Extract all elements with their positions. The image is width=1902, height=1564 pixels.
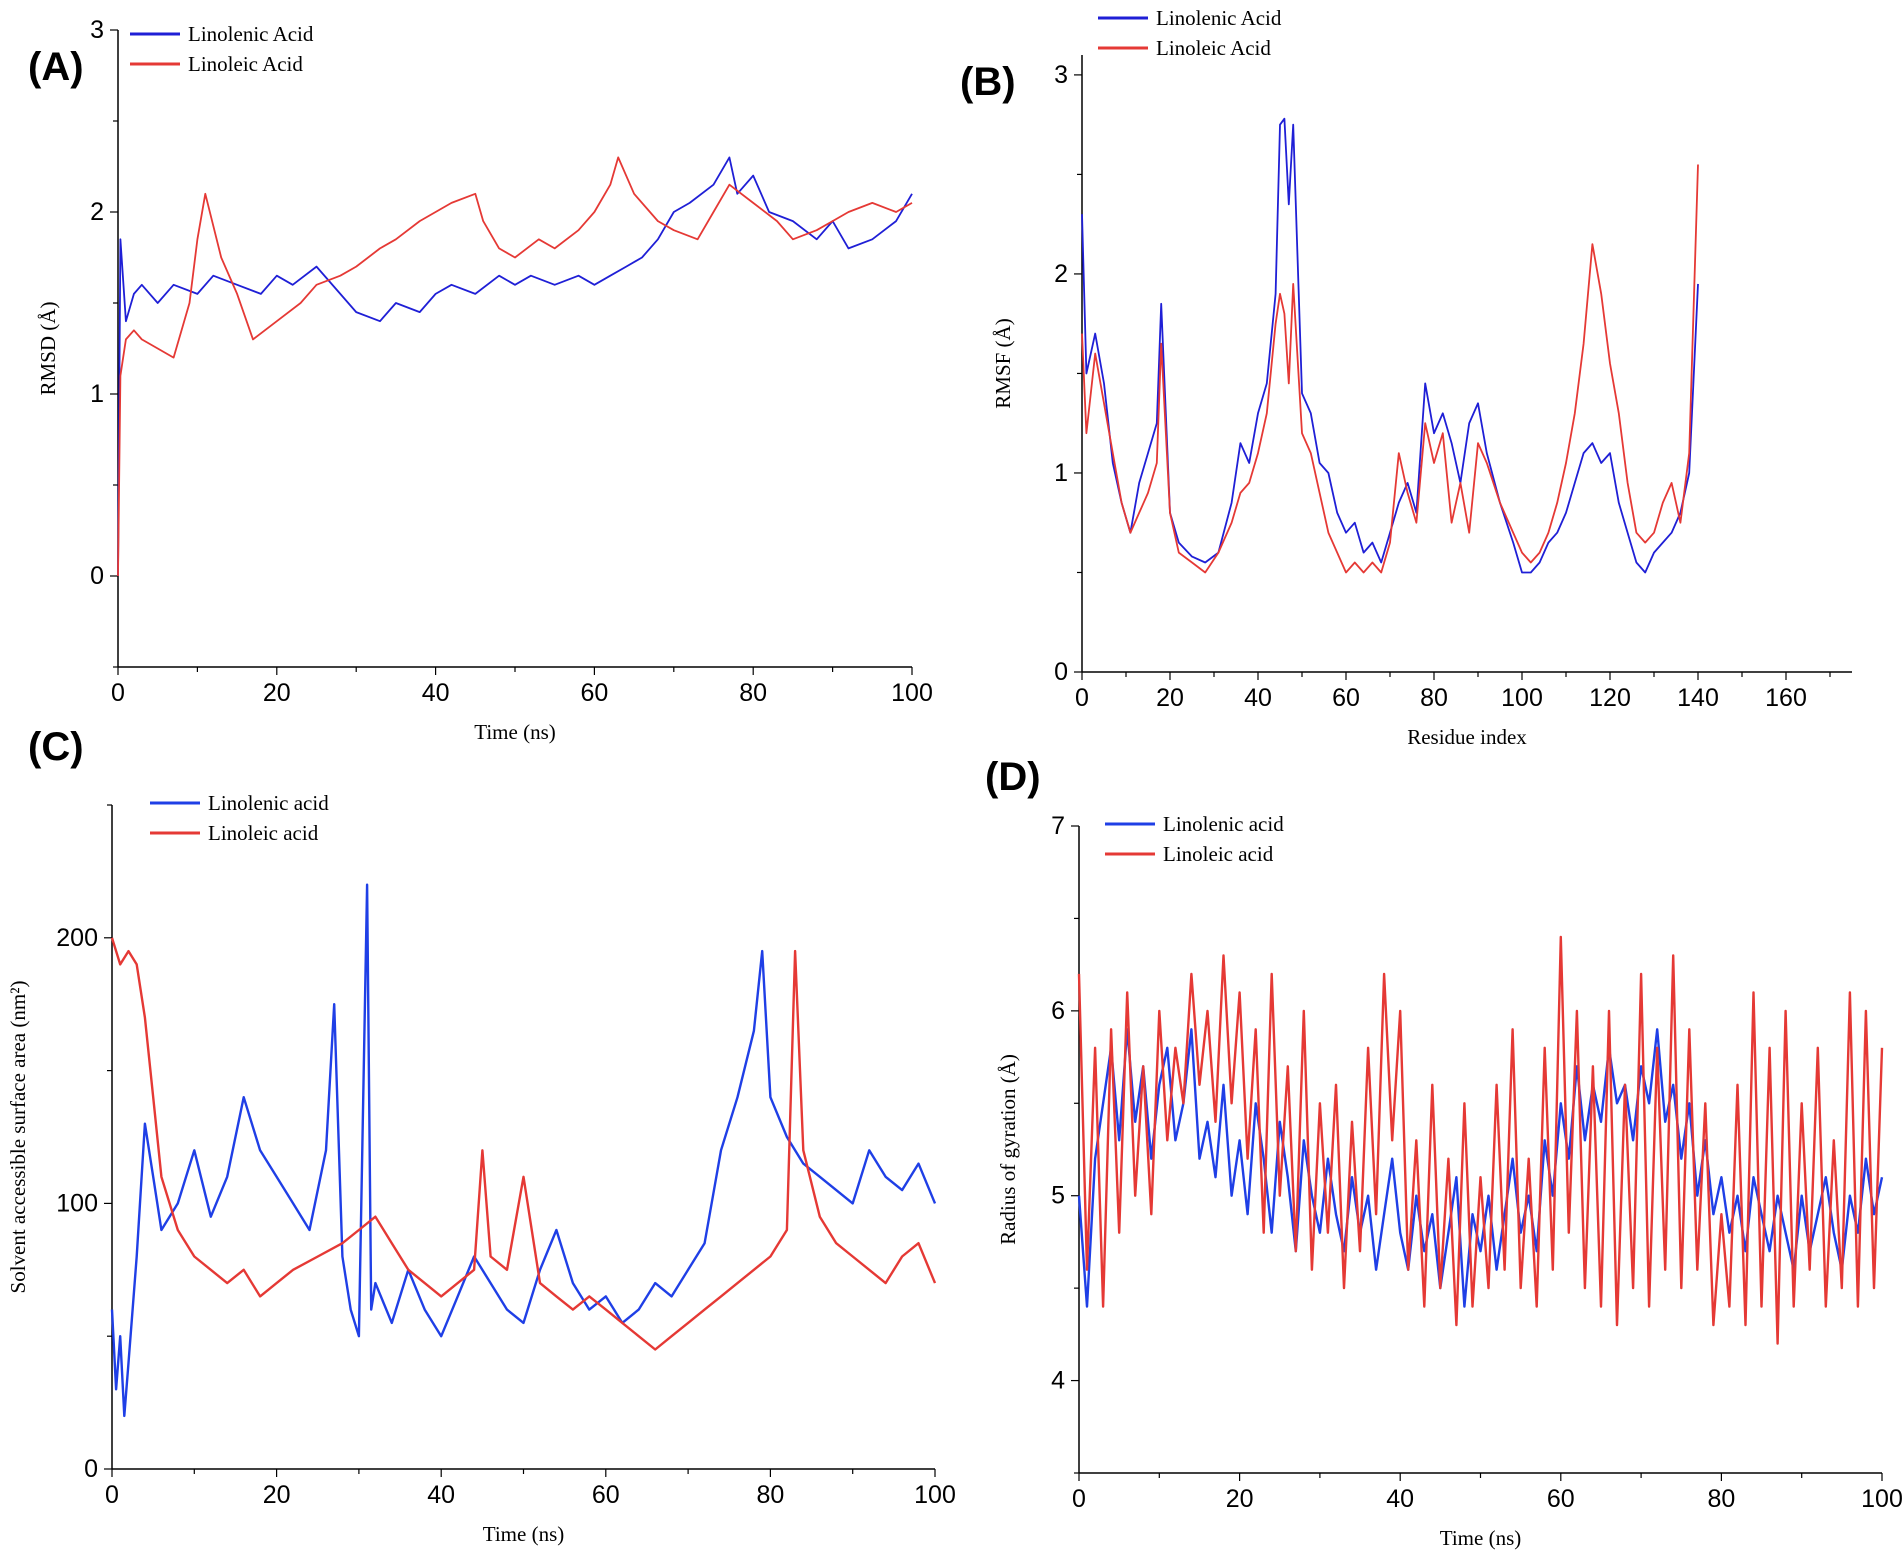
panel-a-x-tick-label: 20	[263, 679, 291, 707]
panel-b-plot: 0 20 40 60 80 100 120 140 160 0 1 2 3 Residue index RM…	[991, 6, 1852, 749]
panel-c-plot: 0 20 40 60 80 100 0 100 200 Time (ns) Solvent acce…	[6, 791, 956, 1546]
panel-d-x-tick-label: 0	[1072, 1485, 1086, 1513]
panel-d-series-line-linoleic	[1077, 935, 1884, 1345]
panel-c-y-axis-title: Solvent accessible surface area (nm²)	[6, 981, 30, 1294]
panel-c-x-tick-label: 100	[914, 1481, 956, 1509]
panel-d-legend-label: Linoleic acid	[1163, 842, 1274, 866]
panel-c-series-line-linolenic	[110, 883, 937, 1418]
panel-b-label: (B)	[960, 60, 1016, 104]
panel-b: (B) 0 20 40 60 80 100 120 140 160 0 1 2 3 Residue ind…	[960, 6, 1852, 749]
panel-a-x-tick-label: 0	[111, 679, 125, 707]
panel-b-x-axis-title: Residue index	[1407, 725, 1527, 749]
panel-a-plot: 0 20 40 60 80 100 0 1 2 3 Time (ns) RMSD (Å) Linolen…	[36, 16, 933, 744]
panel-a-y-tick-label: 0	[90, 562, 104, 590]
panel-d-y-tick-label: 4	[1051, 1367, 1065, 1395]
panel-b-y-tick-label: 0	[1054, 658, 1068, 686]
panel-a-x-tick-label: 60	[580, 679, 608, 707]
panel-b-x-tick-label: 0	[1075, 684, 1089, 712]
panel-d: (D) 0 20 40 60 80 100 4 5 6 7 Time (ns) Radius of g…	[985, 755, 1902, 1550]
panel-b-y-axis-title: RMSF (Å)	[991, 318, 1015, 408]
panel-a-y-tick-label: 2	[90, 198, 104, 226]
panel-b-x-tick-label: 60	[1332, 684, 1360, 712]
panel-b-y-tick-label: 3	[1054, 61, 1068, 89]
panel-a-x-axis-title: Time (ns)	[474, 720, 556, 744]
panel-c-x-tick-label: 60	[592, 1481, 620, 1509]
panel-c-y-tick-label: 0	[84, 1455, 98, 1483]
panel-c-x-tick-label: 80	[756, 1481, 784, 1509]
panel-a-y-tick-label: 3	[90, 16, 104, 44]
panel-c-legend-label: Linoleic acid	[208, 821, 319, 845]
panel-b-y-tick-label: 1	[1054, 459, 1068, 487]
panel-b-legend-label: Linoleic Acid	[1156, 36, 1271, 60]
panel-b-x-tick-label: 80	[1420, 684, 1448, 712]
panel-a-y-axis-title: RMSD (Å)	[36, 302, 60, 396]
panel-d-x-tick-label: 20	[1226, 1485, 1254, 1513]
panel-d-y-axis-title: Radius of gyration (Å)	[996, 1054, 1020, 1245]
panel-a-x-tick-label: 80	[739, 679, 767, 707]
panel-a-label: (A)	[28, 45, 84, 89]
panel-c-label: (C)	[28, 725, 84, 769]
panel-d-x-tick-label: 40	[1386, 1485, 1414, 1513]
panel-d-x-axis-title: Time (ns)	[1440, 1526, 1522, 1550]
panel-c: (C) 0 20 40 60 80 100 0 100 200 Time (ns) Solvent …	[6, 725, 956, 1546]
panel-c-y-tick-label: 200	[56, 924, 98, 952]
panel-d-legend-label: Linolenic acid	[1163, 812, 1284, 836]
panel-d-plot: 0 20 40 60 80 100 4 5 6 7 Time (ns) Radius of gyrat…	[996, 812, 1902, 1550]
panel-a-series-line-linoleic	[117, 156, 913, 577]
panel-b-x-tick-label: 40	[1244, 684, 1272, 712]
panel-d-y-tick-label: 6	[1051, 997, 1065, 1025]
panel-b-x-tick-label: 100	[1501, 684, 1543, 712]
panel-a-legend-label: Linolenic Acid	[188, 22, 314, 46]
panel-b-x-tick-label: 140	[1677, 684, 1719, 712]
panel-b-x-tick-label: 20	[1156, 684, 1184, 712]
panel-a-series-line-linolenic	[117, 156, 913, 577]
panel-d-label: (D)	[985, 755, 1041, 799]
panel-b-y-tick-label: 2	[1054, 260, 1068, 288]
panel-c-series-line-linoleic	[110, 937, 937, 1351]
panel-b-series-line-linolenic	[1081, 117, 1699, 574]
panel-d-x-tick-label: 80	[1707, 1485, 1735, 1513]
panel-c-legend-label: Linolenic acid	[208, 791, 329, 815]
panel-b-legend-label: Linolenic Acid	[1156, 6, 1282, 30]
panel-c-x-tick-label: 0	[105, 1481, 119, 1509]
panel-d-x-tick-label: 100	[1861, 1485, 1902, 1513]
panel-c-y-tick-label: 100	[56, 1189, 98, 1217]
panel-b-x-tick-label: 120	[1589, 684, 1631, 712]
panel-b-series-line-linoleic	[1081, 164, 1699, 574]
panel-a-legend-label: Linoleic Acid	[188, 52, 303, 76]
panel-d-y-tick-label: 5	[1051, 1182, 1065, 1210]
panel-d-x-tick-label: 60	[1547, 1485, 1575, 1513]
panel-a-x-tick-label: 40	[422, 679, 450, 707]
panel-c-x-tick-label: 20	[263, 1481, 291, 1509]
panel-a-x-tick-label: 100	[891, 679, 933, 707]
panel-d-y-tick-label: 7	[1051, 812, 1065, 840]
panel-c-x-tick-label: 40	[427, 1481, 455, 1509]
panel-a-y-tick-label: 1	[90, 380, 104, 408]
panel-b-x-tick-label: 160	[1765, 684, 1807, 712]
panel-c-x-axis-title: Time (ns)	[483, 1522, 565, 1546]
panel-a: (A) 0 20 40 60 80 100 0 1 2 3 Time (ns) RMSD (Å) Lin…	[28, 16, 933, 744]
